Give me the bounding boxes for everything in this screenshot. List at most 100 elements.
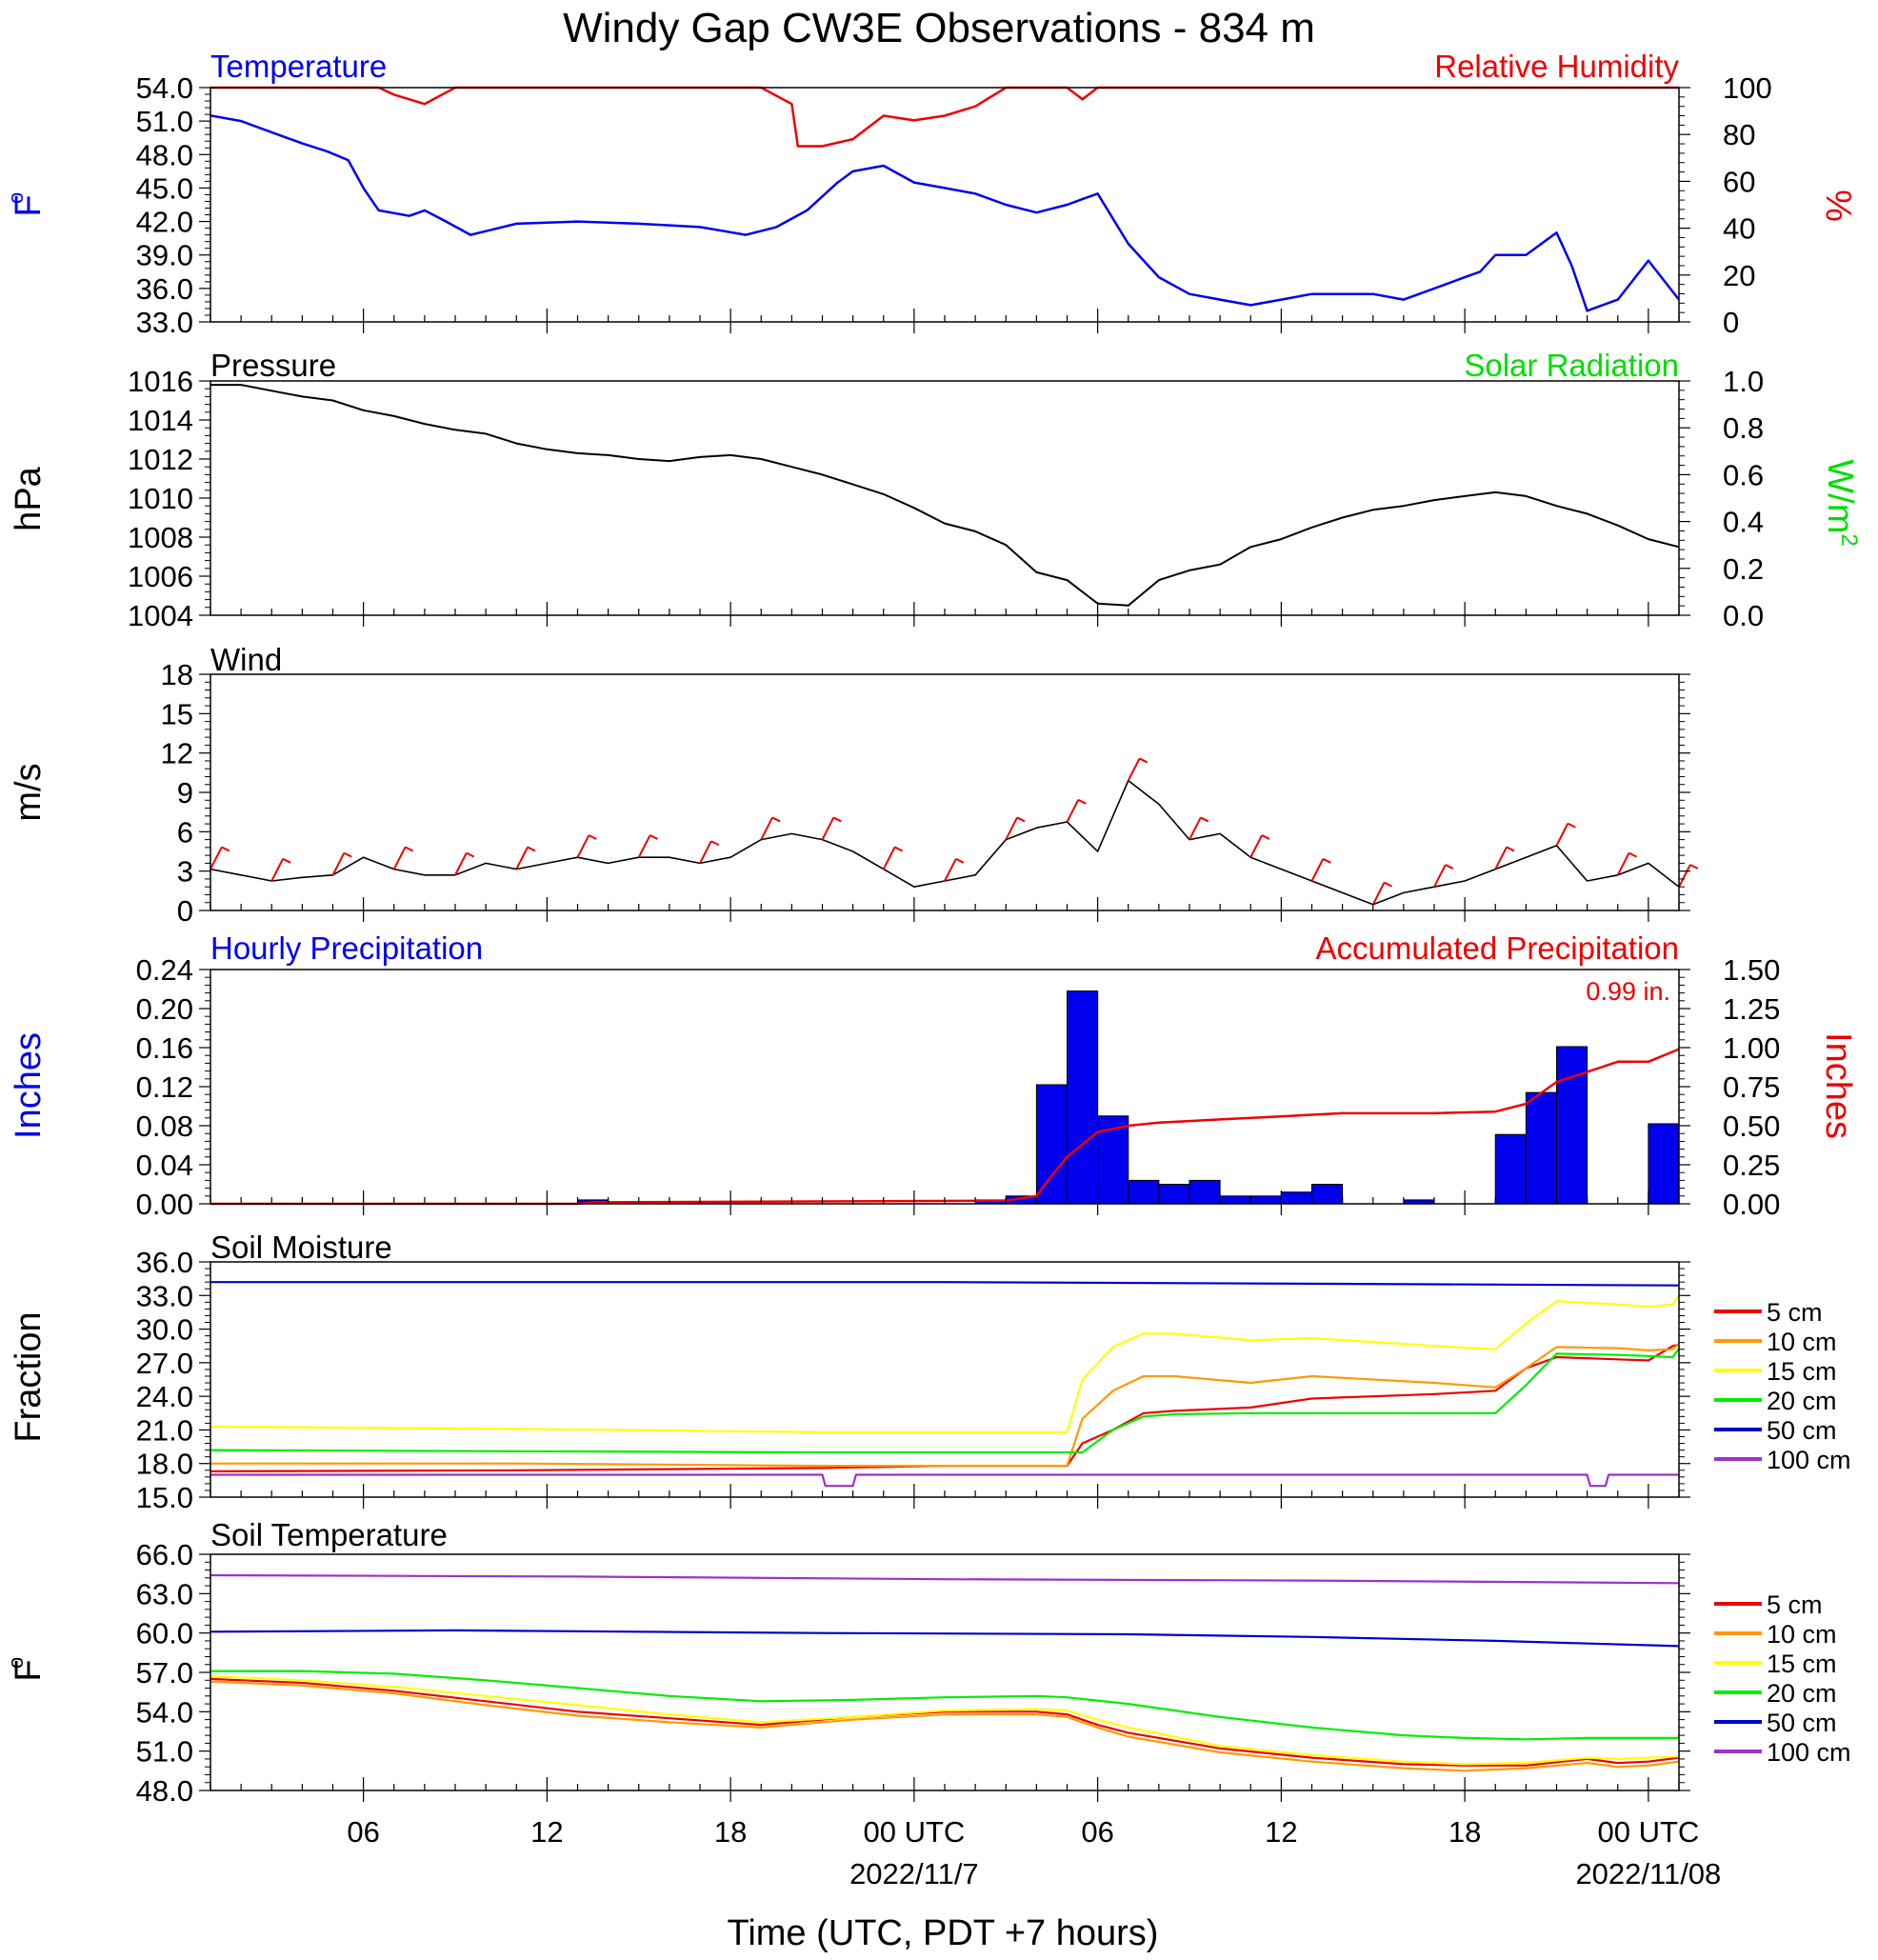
wind-barb-flag [1261, 834, 1270, 840]
x-tick-label: 00 UTC [1597, 1815, 1699, 1849]
y-tick-label: 48.0 [136, 1774, 193, 1808]
y-tick-label: 0.20 [136, 992, 193, 1026]
y-tick-label: 45.0 [136, 171, 193, 205]
y2-tick-label: 100 [1723, 71, 1772, 105]
temp-ylabel: F [9, 194, 49, 216]
wind-barb-flag [1628, 851, 1637, 858]
y-tick-label: 1014 [128, 404, 193, 437]
wind-ylabel: m/s [9, 763, 49, 821]
wind-barb-flag [710, 840, 720, 847]
accumulated-precip-line [210, 1048, 1680, 1206]
soil-temp-line [210, 1675, 1680, 1766]
soil-moisture-line [210, 1473, 1679, 1488]
y-tick-label: 66.0 [136, 1538, 193, 1571]
relative-humidity-title: Relative Humidity [1434, 49, 1679, 84]
wind-barb [1433, 864, 1447, 888]
wind-barb [1494, 846, 1508, 870]
legend-label: 50 cm [1767, 1709, 1837, 1737]
legend-label: 5 cm [1767, 1590, 1823, 1619]
y2-tick-label: 0.75 [1723, 1070, 1780, 1104]
y-tick-label: 42.0 [136, 206, 193, 239]
y2-tick-label: 0.50 [1723, 1110, 1780, 1143]
soil-moisture-title: Soil Moisture [210, 1230, 392, 1265]
y-tick-label: 39.0 [136, 239, 193, 272]
legend-label: 15 cm [1767, 1357, 1837, 1386]
soil-temp-title: Soil Temperature [210, 1517, 448, 1552]
wind-barb-flag [1077, 798, 1087, 805]
precip-panel: Hourly Precipitation Accumulated Precipi… [9, 930, 1858, 1139]
wind-barb-flag [527, 846, 536, 852]
y-tick-label: 27.0 [136, 1347, 193, 1380]
soil-temp-line [210, 1670, 1679, 1741]
legend-label: 20 cm [1767, 1387, 1837, 1415]
wind-barb-flag [466, 851, 475, 858]
wind-barb [944, 858, 957, 882]
x-tick-label: 00 UTC [863, 1815, 965, 1849]
hourly-precip-ylabel: Inches [9, 1032, 49, 1139]
soil-temp-line [210, 1680, 1680, 1772]
y2-tick-label: 1.50 [1723, 953, 1780, 987]
y-tick-label: 57.0 [136, 1656, 193, 1690]
y2-tick-label: 0.4 [1723, 506, 1764, 539]
rh-ylabel: % [1818, 190, 1858, 222]
precip-frame [210, 969, 1680, 1205]
hourly-precip-bar [1128, 1179, 1160, 1205]
x-tick-label: 18 [1448, 1815, 1481, 1849]
wind-barb-flag [588, 834, 597, 840]
soil-temp-ylabel-degree: o [4, 1657, 28, 1669]
soil-temp-panel: Soil Temperature o F [4, 1517, 448, 1682]
y-tick-label: 3 [177, 855, 193, 889]
legend-label: 100 cm [1767, 1446, 1851, 1474]
y-tick-label: 0 [177, 894, 193, 928]
pressure-line [210, 384, 1680, 607]
y-tick-label: 24.0 [136, 1380, 193, 1413]
x-tick-label: 18 [714, 1815, 747, 1849]
x-tick-label: 06 [1081, 1815, 1113, 1849]
y-tick-label: 54.0 [136, 71, 193, 105]
wind-barb [515, 846, 529, 870]
temperature-title: Temperature [210, 49, 387, 84]
x-tick-label: 12 [530, 1815, 563, 1849]
y2-tick-label: 0 [1723, 306, 1739, 339]
wind-panel: Wind m/s [9, 642, 282, 822]
legend-label: 5 cm [1767, 1298, 1823, 1327]
soil-moisture-ylabel: Fraction [9, 1311, 49, 1442]
y2-tick-label: 1.0 [1723, 365, 1764, 398]
wind-barb [1189, 816, 1202, 841]
y-tick-label: 48.0 [136, 138, 193, 171]
wind-speed-line [210, 779, 1680, 906]
legend-label: 10 cm [1767, 1620, 1837, 1649]
legend-label: 50 cm [1767, 1416, 1837, 1445]
y2-tick-label: 0.6 [1723, 458, 1764, 491]
hourly-precip-bar [1280, 1191, 1312, 1205]
wind-barb-flag [405, 846, 413, 852]
y2-tick-label: 1.00 [1723, 1031, 1780, 1065]
legend-label: 15 cm [1767, 1650, 1837, 1678]
y-tick-label: 51.0 [136, 105, 193, 138]
wind-barb [1616, 852, 1630, 876]
y-tick-label: 9 [177, 776, 193, 810]
x-tick-label: 06 [347, 1815, 379, 1849]
wind-barb-flag [1139, 757, 1148, 764]
wind-barb [331, 852, 346, 876]
wind-barb [1310, 858, 1325, 882]
y-tick-label: 33.0 [136, 1279, 193, 1312]
temp-ylabel-degree: o [4, 192, 28, 204]
y-tick-label: 0.24 [136, 953, 193, 987]
soil-moisture-line [210, 1294, 1680, 1433]
hourly-precip-title: Hourly Precipitation [210, 930, 483, 966]
chart-title: Windy Gap CW3E Observations - 834 m [563, 5, 1315, 51]
legend-label: 20 cm [1767, 1679, 1837, 1708]
y-tick-label: 12 [161, 737, 193, 770]
hourly-precip-bar [1189, 1179, 1221, 1205]
wind-barb-flag [771, 816, 781, 823]
y-tick-label: 1010 [128, 482, 193, 515]
wind-barb-flag [1200, 816, 1209, 823]
y-tick-label: 1008 [128, 521, 193, 554]
soil-moisture-line [210, 1281, 1680, 1287]
y2-tick-label: 0.0 [1723, 599, 1764, 632]
accumulated-precip-ylabel: Inches [1818, 1032, 1858, 1139]
temp_rh-frame [210, 87, 1680, 323]
wind-barb [1127, 757, 1141, 782]
